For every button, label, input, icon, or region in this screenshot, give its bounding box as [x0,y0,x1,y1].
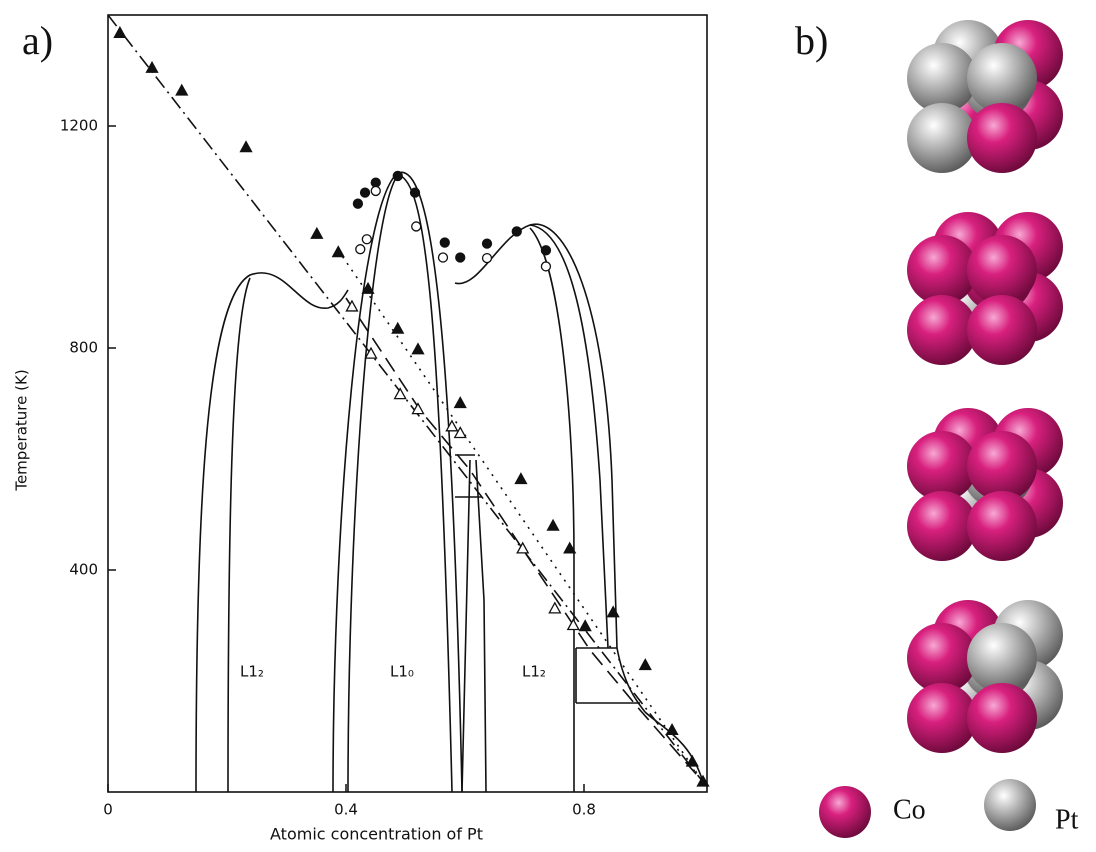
atom-sphere [907,491,977,561]
legend-sphere [984,779,1036,831]
triangle-marker [514,472,528,485]
crystal-structures [907,20,1063,753]
atom-sphere [907,295,977,365]
panel-label: b) [795,18,828,63]
triangle-marker [310,226,324,239]
triangle-marker [364,346,378,359]
triangle-marker [331,245,345,258]
triangle-marker [445,419,459,432]
x-axis-label: Atomic concentration of Pt [270,825,483,844]
triangle-marker [113,25,127,38]
y-tick-label: 800 [69,339,98,357]
circle-marker [355,244,366,255]
triangle-marker [566,618,580,631]
phase-label: L1₂ [522,663,546,681]
panel-label: a) [22,18,53,63]
triangle-marker [606,605,620,618]
triangle-marker [578,619,592,632]
circle-marker [392,170,403,182]
legend-label: Co [893,794,926,825]
triangle-marker [546,518,560,531]
phase-boundaries [195,171,704,793]
triangle-marker [548,601,562,614]
atom-sphere [907,43,977,113]
atom-sphere [967,295,1037,365]
phase-label: L1₂ [240,663,264,681]
circle-marker [540,261,552,272]
triangle-marker [411,342,425,355]
circle-marker [370,177,381,188]
circle-marker [359,187,371,198]
phase-label: L1₀ [390,663,414,681]
triangle-marker [391,321,405,334]
circle-marker [511,226,522,237]
x-tick-label: 0 [103,801,113,819]
atom-sphere [907,235,977,305]
atom-sphere [907,683,977,753]
x-tick-label: 0.8 [572,801,596,819]
circle-marker [370,185,381,197]
triangle-marker [393,387,407,400]
atom-sphere [967,491,1037,561]
atom-sphere [967,623,1037,693]
y-axis-label: Temperature (K) [13,369,31,491]
atom-sphere [967,431,1037,501]
triangle-marker [175,83,189,96]
triangle-marker [453,426,467,439]
y-tick-label: 400 [69,561,98,579]
triangle-marker [145,60,159,73]
triangle-marker [516,541,530,554]
atom-sphere [907,431,977,501]
legend-label: Pt [1055,804,1079,835]
circle-marker [540,245,552,256]
atom-sphere [967,235,1037,305]
triangle-marker [345,299,359,312]
triangle-marker [453,396,467,409]
triangle-marker [665,723,679,736]
triangle-marker [563,541,577,554]
triangle-marker [361,281,375,294]
circle-marker [409,187,421,198]
legend-sphere [819,786,871,838]
circle-marker [352,198,364,209]
circle-marker [481,252,493,264]
triangle-marker [638,658,652,671]
x-tick-label: 0.4 [334,801,358,819]
atom-sphere [967,683,1037,753]
circle-marker [437,252,449,263]
plot-frame [107,14,708,793]
circle-marker [455,252,466,263]
triangle-marker [696,774,710,787]
atom-sphere [907,623,977,693]
circle-marker [361,234,372,245]
atom-sphere [907,103,977,173]
atom-sphere [967,43,1037,113]
triangle-marker [411,402,425,415]
circle-marker [481,238,493,249]
atom-sphere [967,103,1037,173]
triangle-marker [239,140,253,153]
y-tick-label: 1200 [60,117,98,135]
circle-marker [439,237,450,248]
triangle-marker [685,754,699,767]
circle-marker [411,221,422,232]
